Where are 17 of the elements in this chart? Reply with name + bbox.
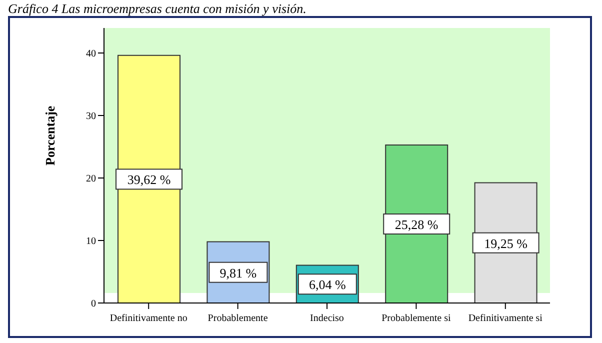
y-tick-label: 40: [86, 48, 96, 60]
data-label: 9,81 %: [220, 265, 257, 280]
y-tick-label: 20: [86, 174, 96, 185]
data-label: 25,28 %: [394, 217, 438, 232]
x-tick-label: Probablemente: [208, 313, 268, 324]
y-tick-label: 0: [91, 298, 96, 310]
x-tick-label: Definitivamente no: [110, 313, 188, 324]
chart-title: Gráfico 4 Las microempresas cuenta con misión y visión.: [8, 1, 308, 16]
data-label: 19,25 %: [484, 236, 528, 251]
x-tick-label: Definitivamente si: [468, 313, 543, 324]
data-label: 39,62 %: [127, 172, 171, 188]
data-label: 6,04 %: [308, 277, 346, 292]
x-tick-label: Indeciso: [310, 313, 344, 324]
y-tick-label: 10: [86, 236, 96, 248]
y-tick-label: 30: [86, 111, 96, 122]
y-axis-title: Porcentaje: [42, 106, 58, 166]
x-tick-label: Probablemente si: [382, 313, 451, 324]
